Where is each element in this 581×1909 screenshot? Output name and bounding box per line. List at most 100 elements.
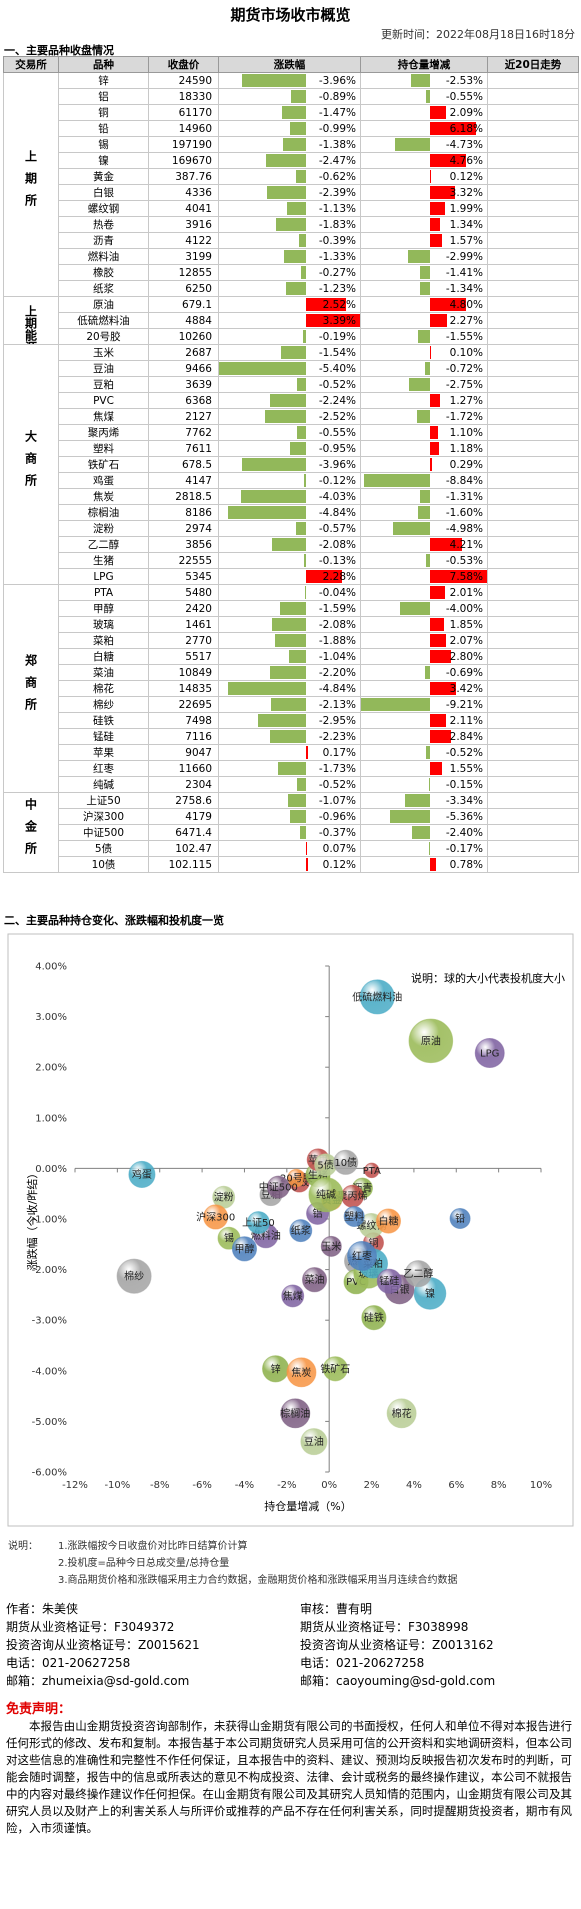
change-cell: 3.39% — [218, 312, 361, 329]
oi-label: -4.00% — [445, 602, 483, 615]
product-name: LPG — [58, 568, 149, 585]
change-cell: -2.47% — [218, 152, 361, 169]
close-price: 5517 — [148, 648, 219, 665]
change-label: 2.28% — [322, 570, 356, 583]
product-name: 白糖 — [58, 648, 149, 665]
trend-cell — [487, 664, 579, 681]
change-label: 2.52% — [322, 298, 356, 311]
oi-bar — [430, 298, 467, 311]
author-line: 投资咨询从业资格证号：Z0015621 — [6, 1638, 200, 1652]
close-price: 5480 — [148, 584, 219, 601]
oi-cell: 1.85% — [360, 616, 488, 633]
product-name: 塑料 — [58, 440, 149, 457]
change-label: -3.96% — [318, 74, 356, 87]
change-label: -0.55% — [318, 426, 356, 439]
bubble-chart: -12% -10% -8% -6% -4% -2% 0% 2% 4% 6% 8% 10% 4.00% 3.… — [7, 933, 574, 1527]
close-price: 10849 — [148, 664, 219, 681]
change-label: -0.19% — [318, 330, 356, 343]
oi-cell: -8.84% — [360, 472, 488, 489]
oi-bar — [418, 506, 431, 519]
change-cell: -0.27% — [218, 264, 361, 281]
trend-cell — [487, 696, 579, 713]
change-bar — [272, 618, 306, 631]
change-label: -1.54% — [318, 346, 356, 359]
change-bar — [296, 426, 306, 439]
oi-label: -4.98% — [445, 522, 483, 535]
close-price: 4122 — [148, 232, 219, 249]
oi-bar — [430, 218, 441, 231]
bubble-label: 锡 — [224, 1232, 234, 1245]
change-bar — [295, 170, 306, 183]
change-cell: -2.39% — [218, 184, 361, 201]
change-cell: -1.07% — [218, 792, 361, 809]
oi-bar — [426, 554, 431, 567]
change-label: -2.13% — [318, 698, 356, 711]
oi-label: 2.11% — [449, 714, 483, 727]
close-price: 3916 — [148, 216, 219, 233]
close-price: 2818.5 — [148, 488, 219, 505]
oi-cell: 0.12% — [360, 168, 488, 185]
change-bar — [271, 698, 306, 711]
oi-bar — [409, 378, 431, 391]
oi-cell: -0.52% — [360, 744, 488, 761]
product-name: 20号胶 — [58, 328, 149, 345]
trend-cell — [487, 472, 579, 489]
close-price: 10260 — [148, 328, 219, 345]
oi-bar — [430, 106, 446, 119]
change-bar — [285, 282, 306, 295]
update-time: 更新时间：2022年08月18日16时18分 — [381, 28, 575, 41]
oi-bar — [420, 490, 431, 503]
oi-cell: 1.99% — [360, 200, 488, 217]
change-label: -2.39% — [318, 186, 356, 199]
bubble-label: 甲醇 — [234, 1242, 254, 1255]
trend-cell — [487, 776, 579, 793]
column-header: 涨跌幅 — [218, 56, 361, 73]
change-bar — [290, 810, 306, 823]
y-tick-label: -3.00% — [32, 1316, 67, 1327]
y-tick-label: -5.00% — [32, 1417, 67, 1428]
oi-cell: 2.11% — [360, 712, 488, 729]
change-cell: -2.08% — [218, 536, 361, 553]
oi-bar — [424, 362, 431, 375]
oi-bar — [428, 842, 431, 855]
oi-cell: -1.31% — [360, 488, 488, 505]
close-price: 102.115 — [148, 856, 219, 873]
trend-cell — [487, 136, 579, 153]
close-price: 61170 — [148, 104, 219, 121]
oi-cell: 6.18% — [360, 120, 488, 137]
oi-bar — [430, 122, 477, 135]
oi-label: 1.57% — [449, 234, 483, 247]
trend-cell — [487, 152, 579, 169]
change-bar — [297, 778, 306, 791]
change-cell: -0.57% — [218, 520, 361, 537]
oi-label: 0.78% — [449, 858, 483, 871]
y-tick-label: 2.00% — [35, 1063, 67, 1074]
change-label: -0.27% — [318, 266, 356, 279]
oi-bar — [425, 90, 431, 103]
bubble — [266, 1175, 290, 1199]
change-bar — [287, 202, 306, 215]
oi-bar — [420, 282, 431, 295]
table-row: 棕榈油 8186 -4.84% -1.60% — [4, 504, 579, 521]
trend-cell — [487, 728, 579, 745]
table-row: 郑商所 PTA 5480 -0.04% 2.01% — [3, 584, 579, 793]
change-cell: 0.07% — [218, 840, 361, 857]
table-row: 螺纹钢 4041 -1.13% 1.99% — [4, 200, 579, 217]
change-label: -1.83% — [318, 218, 356, 231]
bubble — [300, 1428, 328, 1456]
trend-cell — [487, 568, 579, 585]
close-price: 14835 — [148, 680, 219, 697]
bubble — [281, 1284, 305, 1308]
change-bar — [299, 826, 306, 839]
bubble-label: 红枣 — [352, 1249, 372, 1262]
change-label: -0.96% — [318, 810, 356, 823]
oi-label: -3.34% — [445, 794, 483, 807]
close-price: 2127 — [148, 408, 219, 425]
product-name: 黄金 — [58, 168, 149, 185]
bubble-label: 5债 — [317, 1158, 333, 1171]
oi-bar — [430, 650, 452, 663]
change-cell: -0.89% — [218, 88, 361, 105]
close-price: 5345 — [148, 568, 219, 585]
close-price: 2687 — [148, 344, 219, 361]
bubble-label: 镍 — [425, 1287, 435, 1300]
